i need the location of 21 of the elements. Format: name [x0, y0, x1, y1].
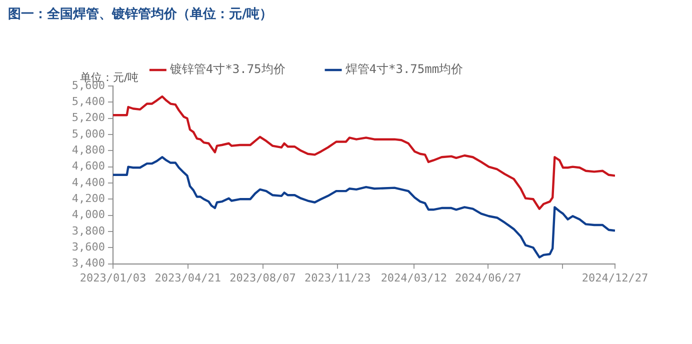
x-tick-label: 2023/04/21 — [154, 271, 221, 284]
y-tick-label: 4,800 — [72, 144, 105, 157]
y-tick-label: 5,000 — [72, 127, 105, 140]
x-tick-label: 2023/11/23 — [304, 271, 371, 284]
legend-label: 焊管4寸*3.75mm均价 — [345, 62, 464, 76]
y-tick-label: 5,200 — [72, 111, 105, 124]
y-tick-label: 4,400 — [72, 176, 105, 189]
y-tick-label: 3,600 — [72, 240, 105, 254]
x-tick-label: 2024/06/27 — [454, 271, 522, 284]
y-tick-label: 4,200 — [72, 192, 105, 206]
y-tick-label: 3,400 — [72, 256, 105, 270]
y-tick-label: 3,800 — [72, 224, 105, 238]
x-tick-label: 2023/08/07 — [230, 271, 296, 284]
chart-title: 图一：全国焊管、镀锌管均价（单位：元/吨） — [8, 6, 273, 23]
y-tick-label: 4,000 — [72, 208, 105, 222]
legend-label: 镀锌管4寸*3.75均价 — [168, 62, 286, 76]
x-tick-label: 2023/01/03 — [80, 271, 146, 284]
x-tick-label: 2024/12/27 — [582, 271, 648, 284]
y-tick-label: 5,400 — [72, 95, 105, 108]
y-tick-label: 4,600 — [72, 160, 105, 173]
x-tick-label: 2024/03/12 — [380, 271, 448, 284]
